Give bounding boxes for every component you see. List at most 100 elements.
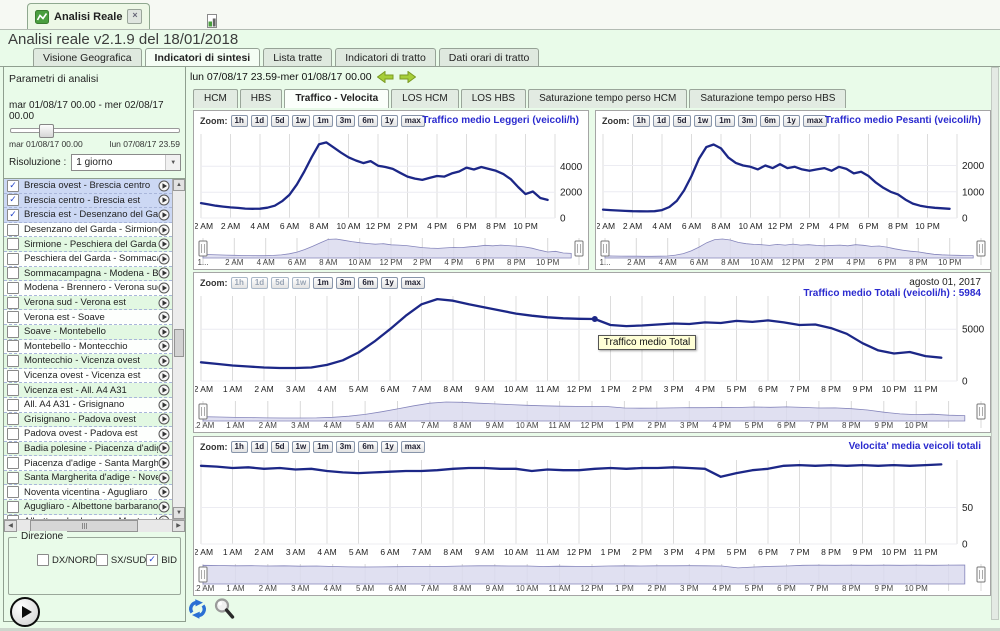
zoom-button-1d[interactable]: 1d — [251, 441, 268, 453]
route-detail-icon[interactable] — [158, 355, 170, 367]
route-detail-icon[interactable] — [158, 413, 170, 425]
route-detail-icon[interactable] — [158, 501, 170, 513]
route-list-vertical-scrollbar[interactable]: ▲ ▼ — [172, 179, 185, 519]
route-detail-icon[interactable] — [158, 267, 170, 279]
zoom-button-3m[interactable]: 3m — [738, 115, 758, 127]
scroll-right-icon[interactable]: ▶ — [172, 520, 185, 532]
vertical-scroll-thumb[interactable] — [174, 329, 184, 357]
checkbox-unchecked[interactable] — [7, 282, 19, 294]
zoom-button-6m[interactable]: 6m — [358, 441, 378, 453]
route-detail-icon[interactable] — [158, 311, 170, 323]
route-detail-icon[interactable] — [158, 180, 170, 192]
zoom-button-max[interactable]: max — [401, 277, 425, 289]
zoom-button-1m[interactable]: 1m — [313, 277, 333, 289]
route-item-badia-polesine-piacenza-d-adige[interactable]: Badia polesine - Piacenza d'adige — [4, 442, 172, 457]
tab-indicatori-di-sintesi[interactable]: Indicatori di sintesi — [145, 48, 261, 67]
close-tab-icon[interactable]: × — [127, 9, 142, 24]
route-detail-icon[interactable] — [158, 209, 170, 221]
zoom-button-3m[interactable]: 3m — [336, 277, 356, 289]
refresh-icon[interactable] — [187, 598, 208, 620]
zoom-button-1w[interactable]: 1w — [292, 441, 311, 453]
chart-plot[interactable]: 40002000012 AM2 AM4 AM6 AM8 AM10 AM12 PM… — [195, 129, 587, 232]
chart-tab-los-hbs[interactable]: LOS HBS — [461, 89, 526, 108]
route-detail-icon[interactable] — [158, 384, 170, 396]
zoom-button-1m[interactable]: 1m — [715, 115, 735, 127]
route-detail-icon[interactable] — [158, 297, 170, 309]
route-detail-icon[interactable] — [158, 253, 170, 265]
checkbox-unchecked[interactable] — [37, 554, 49, 566]
route-item-brescia-est-desenzano-del-garda[interactable]: ✓Brescia est - Desenzano del Garda — [4, 208, 172, 223]
window-scrollbar[interactable] — [991, 67, 999, 620]
checkbox-unchecked[interactable] — [7, 384, 19, 396]
zoom-button-1y[interactable]: 1y — [381, 115, 398, 127]
checkbox-unchecked[interactable] — [7, 267, 19, 279]
checkbox-unchecked[interactable] — [7, 428, 19, 440]
chart-tab-hbs[interactable]: HBS — [240, 89, 283, 108]
route-item-agugliaro-albettone-barbarano[interactable]: Agugliaro - Albettone barbarano — [4, 500, 172, 515]
zoom-button-1d[interactable]: 1d — [653, 115, 670, 127]
tab-indicatori-di-tratto[interactable]: Indicatori di tratto — [335, 48, 436, 67]
zoom-button-1y[interactable]: 1y — [381, 277, 398, 289]
route-detail-icon[interactable] — [158, 442, 170, 454]
route-item-piacenza-d-adige-santa-margherita-d-ad[interactable]: Piacenza d'adige - Santa Margherita d'ad — [4, 456, 172, 471]
route-detail-icon[interactable] — [158, 224, 170, 236]
tab-lista-tratte[interactable]: Lista tratte — [263, 48, 332, 67]
magnifier-icon[interactable] — [213, 597, 236, 620]
route-detail-icon[interactable] — [158, 194, 170, 206]
checkbox-unchecked[interactable] — [7, 370, 19, 382]
zoom-button-1h[interactable]: 1h — [231, 277, 248, 289]
route-item-all-a4-a31-grisignano[interactable]: All. A4 A31 - Grisignano — [4, 398, 172, 413]
checkbox-unchecked[interactable] — [7, 340, 19, 352]
route-item-verona-est-soave[interactable]: Verona est - Soave — [4, 310, 172, 325]
route-detail-icon[interactable] — [158, 370, 170, 382]
zoom-button-max[interactable]: max — [401, 115, 425, 127]
route-item-montebello-montecchio[interactable]: Montebello - Montecchio — [4, 340, 172, 355]
route-detail-icon[interactable] — [158, 282, 170, 294]
chart-navigator[interactable]: 1...2 AM4 AM6 AM8 AM10 AM12 PM2 PM4 PM6 … — [597, 235, 989, 267]
checkbox-checked[interactable]: ✓ — [7, 209, 19, 221]
zoom-button-5d[interactable]: 5d — [271, 277, 288, 289]
checkbox-unchecked[interactable] — [7, 238, 19, 250]
chart-tab-traffico-velocita[interactable]: Traffico - Velocita — [284, 89, 389, 108]
route-item-santa-margherita-d-adige-noventa-vicen[interactable]: Santa Margherita d'adige - Noventa vicen — [4, 471, 172, 486]
route-item-padova-ovest-padova-est[interactable]: Padova ovest - Padova est — [4, 427, 172, 442]
next-period-icon[interactable] — [399, 71, 416, 83]
chart-tab-saturazione-tempo-perso-hbs[interactable]: Saturazione tempo perso HBS — [689, 89, 846, 108]
scroll-down-icon[interactable]: ▼ — [173, 507, 185, 519]
route-item-peschiera-del-garda-sommacampagna[interactable]: Peschiera del Garda - Sommacampagna — [4, 252, 172, 267]
zoom-button-1y[interactable]: 1y — [381, 441, 398, 453]
route-item-sirmione-peschiera-del-garda[interactable]: Sirmione - Peschiera del Garda — [4, 237, 172, 252]
route-detail-icon[interactable] — [158, 238, 170, 250]
zoom-button-3m[interactable]: 3m — [336, 441, 356, 453]
zoom-button-max[interactable]: max — [401, 441, 425, 453]
route-item-noventa-vicentina-agugliaro[interactable]: Noventa vicentina - Agugliaro — [4, 485, 172, 500]
run-analysis-button[interactable] — [10, 597, 40, 627]
route-item-montecchio-vicenza-ovest[interactable]: Montecchio - Vicenza ovest — [4, 354, 172, 369]
chevron-down-icon[interactable]: ▼ — [165, 155, 180, 170]
route-item-soave-montebello[interactable]: Soave - Montebello — [4, 325, 172, 340]
chart-tab-los-hcm[interactable]: LOS HCM — [391, 89, 459, 108]
direction-option-dx-nord[interactable]: DX/NORD — [37, 554, 96, 566]
zoom-button-6m[interactable]: 6m — [358, 277, 378, 289]
zoom-button-5d[interactable]: 5d — [271, 441, 288, 453]
checkbox-unchecked[interactable] — [7, 486, 19, 498]
route-item-sommacampagna-modena-brennero[interactable]: Sommacampagna - Modena - Brennero — [4, 267, 172, 282]
time-slider-thumb[interactable] — [39, 124, 54, 138]
direction-option-bid[interactable]: ✓BID — [146, 554, 177, 566]
chart-plot[interactable]: 5000012 AM1 AM2 AM3 AM4 AM5 AM6 AM7 AM8 … — [195, 291, 989, 395]
route-item-vicenza-ovest-vicenza-est[interactable]: Vicenza ovest - Vicenza est — [4, 369, 172, 384]
route-item-desenzano-del-garda-sirmione[interactable]: Desenzano del Garda - Sirmione — [4, 223, 172, 238]
zoom-button-1d[interactable]: 1d — [251, 115, 268, 127]
chart-navigator[interactable]: 12 AM1 AM2 AM3 AM4 AM5 AM6 AM7 AM8 AM9 A… — [195, 561, 989, 593]
chart-tab-saturazione-tempo-perso-hcm[interactable]: Saturazione tempo perso HCM — [528, 89, 687, 108]
route-item-brescia-ovest-brescia-centro[interactable]: ✓Brescia ovest - Brescia centro — [4, 179, 172, 194]
scroll-left-icon[interactable]: ◀ — [4, 520, 17, 532]
checkbox-unchecked[interactable] — [7, 253, 19, 265]
route-item-modena-brennero-verona-sud[interactable]: Modena - Brennero - Verona sud — [4, 281, 172, 296]
checkbox-unchecked[interactable] — [96, 554, 108, 566]
route-item-grisignano-padova-ovest[interactable]: Grisignano - Padova ovest — [4, 413, 172, 428]
checkbox-unchecked[interactable] — [7, 472, 19, 484]
previous-period-icon[interactable] — [377, 71, 394, 83]
chart-navigator[interactable]: 12 AM1 AM2 AM3 AM4 AM5 AM6 AM7 AM8 AM9 A… — [195, 398, 989, 430]
route-detail-icon[interactable] — [158, 428, 170, 440]
